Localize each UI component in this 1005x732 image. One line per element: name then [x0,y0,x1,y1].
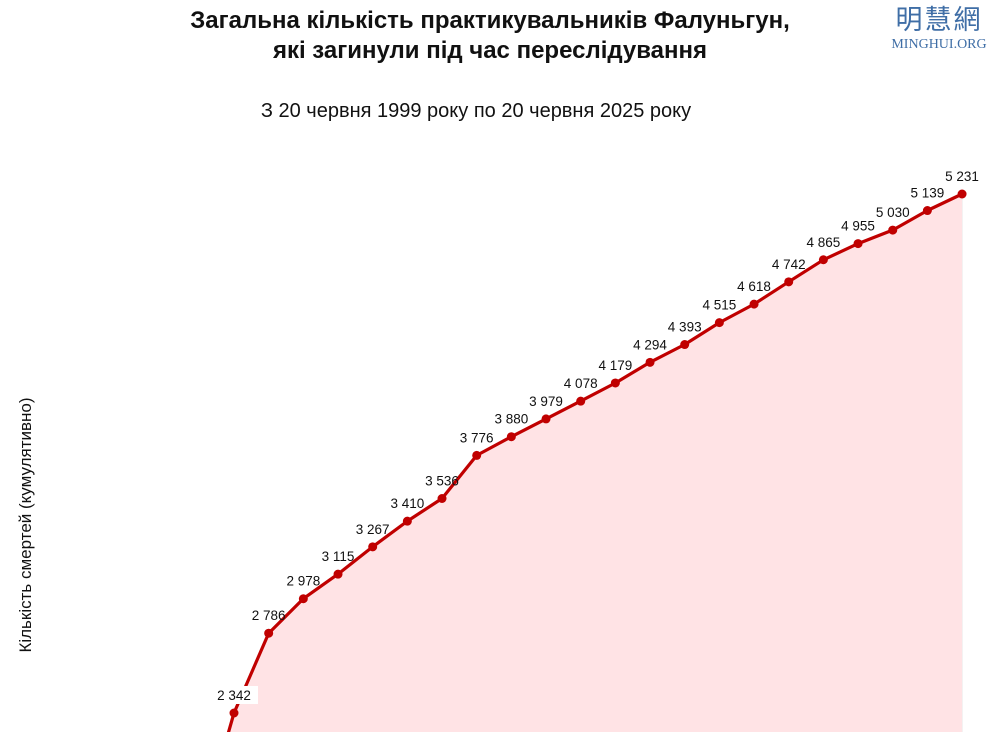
minghui-logo: 明慧網 MINGHUI.ORG [880,4,998,52]
data-label: 4 742 [772,257,806,272]
data-point [229,708,239,718]
area-fill [228,194,963,732]
data-label: 4 078 [564,376,598,391]
data-label: 5 030 [876,205,910,220]
data-label: 3 410 [390,496,424,511]
data-label: 4 865 [806,235,840,250]
data-label: 2 342 [217,688,251,703]
data-point [298,594,308,604]
data-label: 3 979 [529,394,563,409]
data-point [784,277,794,287]
data-label: 5 231 [945,169,979,184]
data-point [506,432,516,442]
data-point [368,542,378,552]
data-point [957,189,967,199]
data-label: 4 294 [633,337,667,352]
data-point [853,239,863,249]
chart-title-line-1: Загальна кількість практикувальників Фал… [190,7,790,34]
data-points [229,189,967,718]
data-label: 3 115 [322,549,355,564]
data-point [610,378,620,388]
data-point [333,569,343,579]
data-point [714,318,724,328]
data-label: 4 955 [841,219,875,234]
chart-title-line-2: які загинули під час переслідування [272,37,708,64]
data-label: 4 618 [737,279,771,294]
data-point [818,255,828,265]
chart-title: Загальна кількість практикувальників Фал… [60,6,920,66]
chart-subtitle: З 20 червня 1999 року по 20 червня 2025 … [260,100,692,122]
data-point [472,450,482,460]
data-point [541,414,551,424]
data-label: 3 880 [494,412,528,427]
data-point [264,628,274,638]
data-label: 3 267 [356,522,390,537]
data-label: 4 179 [598,358,632,373]
data-point [888,225,898,235]
data-label: 3 536 [425,474,459,489]
data-label: 2 786 [252,608,286,623]
data-point [680,340,690,350]
data-label: 4 393 [668,320,702,335]
data-point [645,357,655,367]
data-point [922,206,932,216]
data-label: 5 139 [911,186,945,201]
logo-chinese-text: 明慧網 [895,5,983,36]
data-point [402,516,412,526]
logo-english-text: MINGHUI.ORG [891,37,987,52]
data-label: 2 978 [286,574,320,589]
data-point [576,396,586,406]
data-point [437,494,447,504]
data-point [749,299,759,309]
data-label-background [210,686,258,704]
data-label: 3 776 [460,430,494,445]
data-label: 4 515 [702,298,736,313]
